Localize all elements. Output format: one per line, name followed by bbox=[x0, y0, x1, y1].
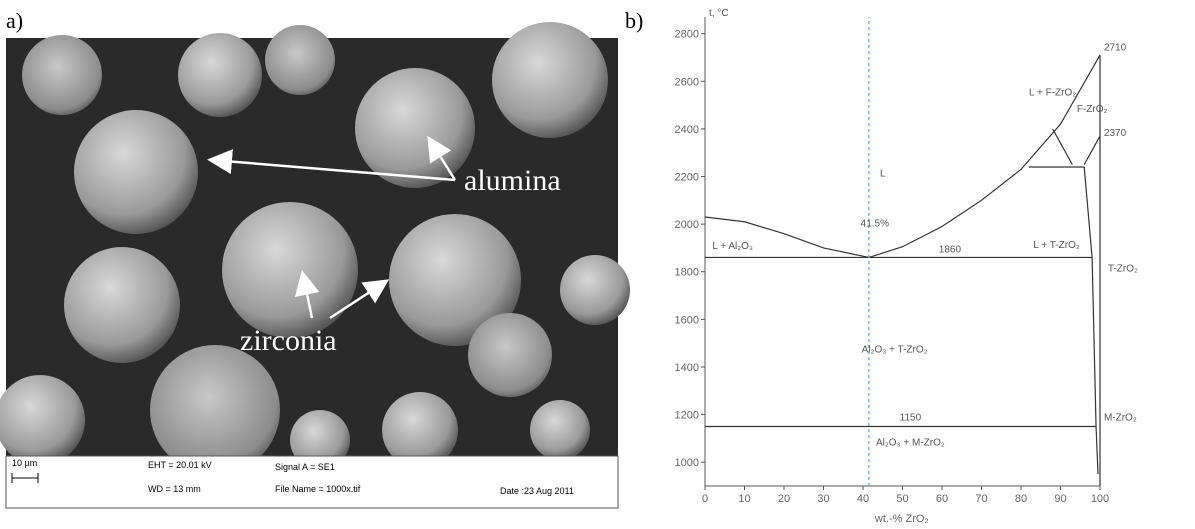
phase-line bbox=[1053, 129, 1073, 165]
panel-label: b) bbox=[625, 8, 643, 33]
info-text: Date :23 Aug 2011 bbox=[500, 486, 574, 496]
panel-label: a) bbox=[6, 8, 23, 33]
y-tick-label: 1600 bbox=[675, 314, 699, 326]
y-axis-label: t, °C bbox=[709, 8, 729, 19]
region-label: 1150 bbox=[900, 413, 922, 424]
region-label: M-ZrO₂ bbox=[1104, 413, 1137, 424]
annotation: zirconia bbox=[240, 324, 337, 357]
region-label: 1860 bbox=[939, 245, 962, 256]
x-tick-label: 60 bbox=[936, 493, 948, 505]
figure: a) alumina zirconia 10 µm EHT = 20.01 kV… bbox=[0, 0, 1195, 529]
sem-image: alumina zirconia bbox=[0, 22, 630, 475]
x-tick-label: 100 bbox=[1091, 493, 1109, 505]
y-tick-label: 2000 bbox=[675, 219, 699, 231]
x-tick-label: 20 bbox=[778, 493, 790, 505]
x-tick-label: 90 bbox=[1054, 493, 1066, 505]
info-text: EHT = 20.01 kV bbox=[148, 460, 212, 470]
info-bar: 10 µm EHT = 20.01 kV WD = 13 mm Signal A… bbox=[6, 456, 618, 508]
phase-diagram: 1000120014001600180020002200240026002800… bbox=[675, 8, 1138, 525]
info-text: Signal A = SE1 bbox=[275, 462, 335, 472]
y-tick-label: 2200 bbox=[675, 172, 699, 184]
x-tick-label: 80 bbox=[1015, 493, 1027, 505]
region-label: T-ZrO₂ bbox=[1108, 264, 1138, 275]
info-text: WD = 13 mm bbox=[148, 484, 201, 494]
y-tick-label: 2800 bbox=[675, 29, 699, 41]
region-label: L + T-ZrO₂ bbox=[1033, 240, 1080, 251]
x-tick-label: 50 bbox=[896, 493, 908, 505]
region-label: Al₂O₃ + T-ZrO₂ bbox=[862, 345, 928, 356]
region-label: 2370 bbox=[1104, 128, 1127, 139]
y-tick-label: 1200 bbox=[675, 410, 699, 422]
info-text: File Name = 1000x.tif bbox=[275, 484, 361, 494]
region-label: L + F-ZrO₂ bbox=[1029, 88, 1076, 99]
phase-line bbox=[1084, 136, 1100, 165]
phase-line bbox=[1084, 167, 1098, 474]
x-tick-label: 0 bbox=[702, 493, 708, 505]
y-tick-label: 1800 bbox=[675, 267, 699, 279]
region-label: Al₂O₃ + M-ZrO₂ bbox=[876, 438, 945, 449]
y-tick-label: 1400 bbox=[675, 362, 699, 374]
y-tick-label: 2400 bbox=[675, 124, 699, 136]
region-label: 41.5% bbox=[861, 219, 889, 230]
region-label: F-ZrO₂ bbox=[1077, 104, 1108, 115]
scale-bar-label: 10 µm bbox=[12, 458, 37, 468]
phase-line bbox=[869, 55, 1100, 257]
region-label: L + Al₂O₃ bbox=[712, 241, 753, 252]
region-label: 2710 bbox=[1104, 42, 1127, 53]
y-tick-label: 1000 bbox=[675, 457, 699, 469]
x-tick-label: 30 bbox=[817, 493, 829, 505]
x-tick-label: 40 bbox=[857, 493, 869, 505]
y-tick-label: 2600 bbox=[675, 76, 699, 88]
x-tick-label: 70 bbox=[975, 493, 987, 505]
region-label: L bbox=[880, 169, 886, 180]
x-tick-label: 10 bbox=[738, 493, 750, 505]
annotation: alumina bbox=[464, 164, 561, 197]
x-axis-label: wt.-% ZrO₂ bbox=[874, 513, 929, 525]
